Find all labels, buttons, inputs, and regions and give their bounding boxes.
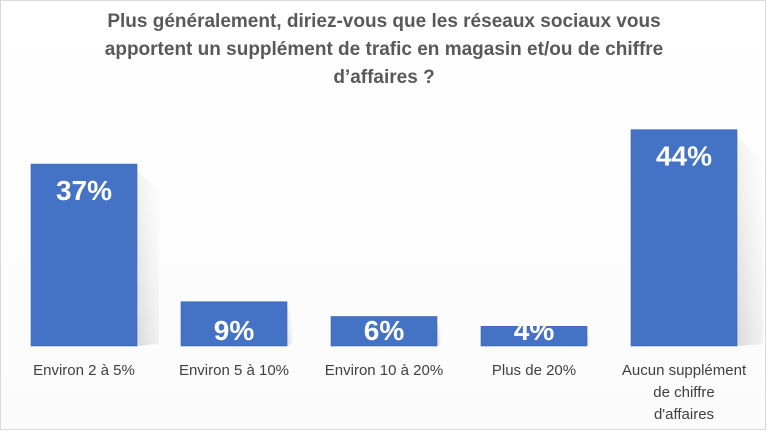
bar bbox=[630, 129, 738, 347]
category-label: Environ 10 à 20% bbox=[325, 362, 443, 379]
category-label: Environ 2 à 5% bbox=[33, 362, 135, 379]
bar-shadow bbox=[287, 307, 293, 346]
category-label: d'affaires bbox=[654, 406, 714, 423]
data-label: 9% bbox=[214, 315, 255, 346]
bar-shadow bbox=[137, 170, 159, 346]
data-label: 44% bbox=[656, 141, 712, 172]
chart-title-line-1: Plus généralement, diriez-vous que les r… bbox=[107, 11, 661, 32]
bar bbox=[30, 163, 138, 347]
bar bbox=[480, 326, 588, 347]
bar-shadow bbox=[587, 332, 590, 346]
bar bbox=[330, 316, 438, 347]
chart-title: Plus généralement, diriez-vous que les r… bbox=[60, 8, 708, 92]
category-labels: Environ 2 à 5% Environ 5 à 10% Environ 10 … bbox=[33, 362, 747, 423]
bar-shadow bbox=[737, 135, 763, 346]
data-labels: 37% 9% 6% 4% 44% bbox=[56, 141, 712, 346]
bars bbox=[30, 129, 738, 347]
data-label: 4% bbox=[514, 315, 555, 346]
category-label: Environ 5 à 10% bbox=[179, 362, 289, 379]
chart-title-line-3: d’affaires ? bbox=[333, 67, 435, 88]
data-label: 37% bbox=[56, 175, 112, 206]
category-label: de chiffre bbox=[653, 384, 714, 401]
category-label: Plus de 20% bbox=[492, 362, 576, 379]
bar-shadows bbox=[137, 135, 763, 346]
chart-title-line-2: apportent un supplément de trafic en mag… bbox=[104, 39, 664, 60]
category-label: Aucun supplément bbox=[622, 362, 747, 379]
bar bbox=[180, 301, 288, 347]
data-label: 6% bbox=[364, 315, 405, 346]
bar-shadow bbox=[437, 322, 441, 346]
